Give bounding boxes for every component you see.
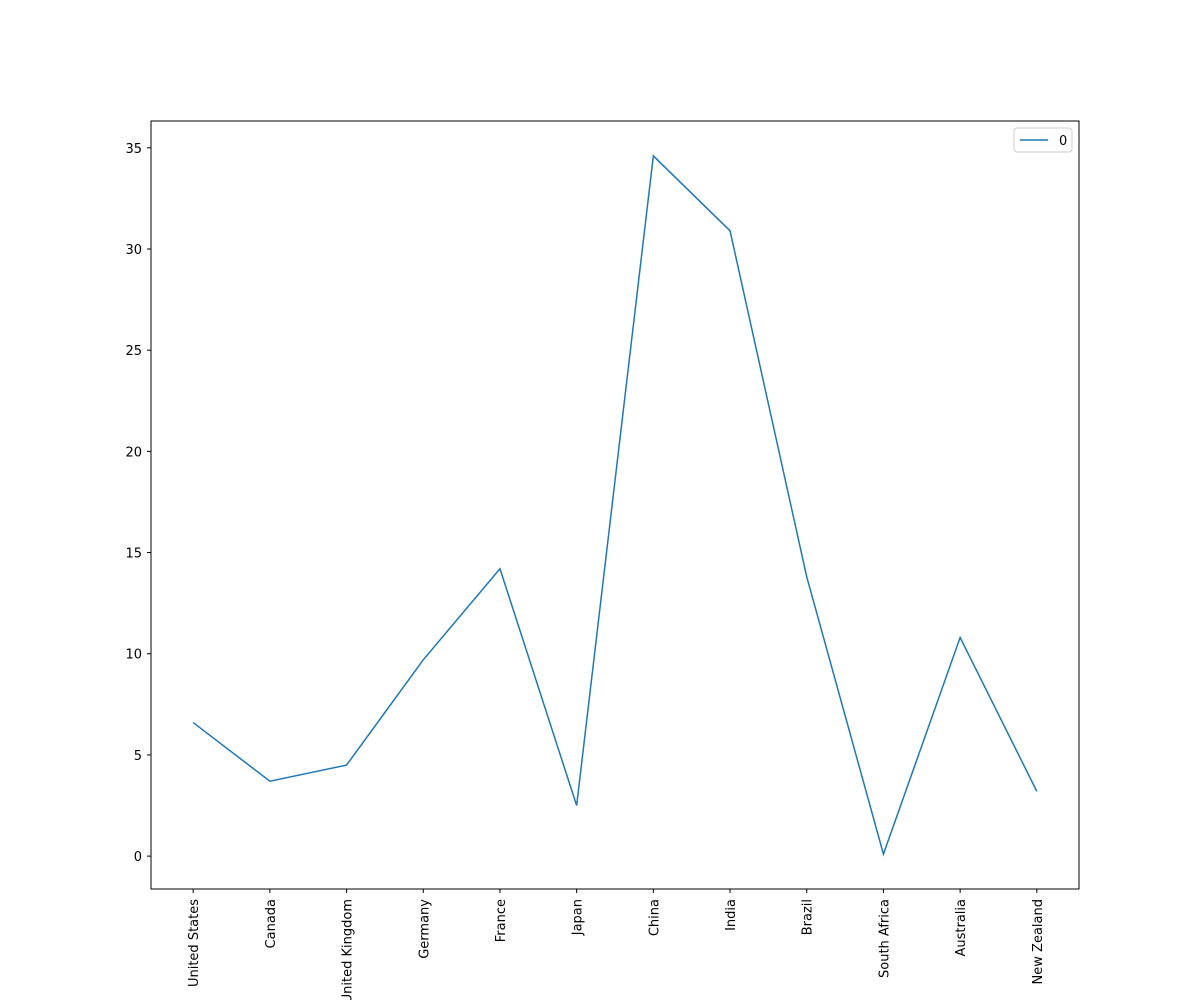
y-tick-label: 20 [125, 445, 142, 460]
y-tick-label: 10 [125, 648, 142, 663]
legend-label: 0 [1059, 134, 1067, 149]
x-tick-label: New Zealand [1031, 899, 1046, 984]
x-tick-label: China [647, 899, 662, 936]
plot-frame [150, 120, 1080, 890]
y-tick-label: 5 [134, 749, 142, 764]
y-tick-label: 0 [134, 850, 142, 865]
x-tick-label: Australia [954, 899, 969, 957]
x-tick-label: South Africa [877, 899, 892, 978]
x-tick-label: United Kingdom [341, 899, 356, 1000]
x-tick-label: Germany [417, 899, 432, 959]
line-series [192, 154, 1038, 857]
x-tick-label: Japan [571, 899, 586, 936]
x-tick-label: Brazil [801, 899, 816, 935]
y-tick-label: 30 [125, 243, 142, 258]
x-tick-label: United States [187, 899, 202, 987]
y-tick-label: 15 [125, 547, 142, 562]
y-tick-label: 35 [125, 142, 142, 157]
x-tick-label: Canada [264, 899, 279, 948]
x-tick-label: France [494, 899, 509, 942]
x-tick-label: India [724, 899, 739, 931]
y-tick-label: 25 [125, 344, 142, 359]
